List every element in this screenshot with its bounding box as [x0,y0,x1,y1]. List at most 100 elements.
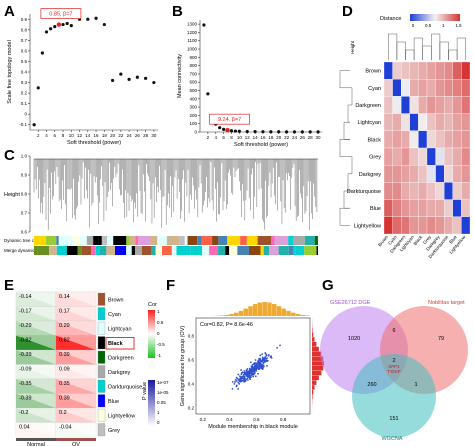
data-point [235,384,238,387]
module-color-segment [288,236,294,245]
data-point [237,387,240,390]
venn-count-only-gse: 1020 [348,336,360,342]
data-point [40,51,44,55]
cor-value: 0.17 [59,309,70,315]
data-point [245,374,248,377]
distance-legend-tick: 1.5 [455,23,462,28]
data-point [246,368,249,370]
module-color-segment [179,236,185,245]
data-point [240,373,243,376]
heatmap-cell [426,79,436,97]
panel-a-scatter: 2 4 6 8 10 12 14 16 18 20 22 24 26 28 30-0.100.10.20.3… [7,8,158,146]
y-histogram-bar [312,351,322,357]
cor-value: -0.2 [19,410,28,416]
data-point [237,129,241,133]
data-point [238,375,241,378]
data-point [32,123,36,127]
data-point [240,369,243,371]
y-histogram-bar [312,366,324,371]
heatmap-cell [461,199,471,217]
cor-value: -0.29 [19,323,32,329]
x-histogram-bar [243,308,248,316]
pvalue-legend-title: P value [142,382,148,400]
x-tick-label: 24 [127,133,133,138]
module-color-segment [292,246,296,255]
data-point [251,363,254,366]
cor-legend-tick: -1 [157,353,161,358]
data-point [237,373,240,376]
track-label-merge: Merge dynamic [4,248,36,253]
module-color-segment [304,246,317,255]
data-point [238,382,241,385]
data-point [264,356,266,359]
module-swatch [97,394,106,408]
heatmap-cell [444,147,453,166]
pvalue-triangle [56,364,96,379]
heatmap-cell [392,130,402,149]
heatmap-cell [452,182,462,200]
cor-value: -0.35 [19,381,32,387]
module-color-segment [229,246,238,255]
heatmap-cell [435,147,445,166]
y-tick-label: 0 [24,112,27,117]
pvalue-triangle [56,379,96,394]
heatmap-cell [401,61,410,80]
module-color-segment [86,236,94,245]
y-tick-label: 0.1 [21,101,28,106]
cor-value: 0.35 [59,381,70,387]
module-color-segment [274,236,289,245]
data-point [234,378,237,381]
data-point [256,362,259,364]
module-color-segment [257,236,272,245]
y-histogram-bar [312,342,317,347]
data-point [254,375,257,378]
module-color-segment [187,236,198,245]
data-point [253,362,256,364]
heatmap-cell [426,182,436,200]
heatmap-cell [383,96,393,114]
module-label: Darkgreen [108,355,134,361]
module-color-segment [157,236,167,245]
y-axis-label: Mean connectivity [177,54,183,98]
cor-legend-tick: 1 [157,309,160,314]
data-point [241,379,244,382]
trait-col-label: OV [72,442,80,447]
x-axis-label: Module membership in black module [208,424,298,430]
heatmap-cell [461,182,471,200]
x-tick-label: 8 [230,135,233,140]
cor-value: -0.17 [19,309,32,315]
x-tick-label: 24 [292,135,298,140]
venn-count-all: 2 [392,358,395,364]
heatmap-dendro-label: Height [350,40,355,54]
y-tick-label: 400 [189,96,197,101]
y-tick-label: 300 [189,105,197,110]
cor-value: 0.09 [59,367,70,373]
data-point [277,130,281,134]
module-label: Grey [108,428,120,434]
heatmap-cell [452,61,462,80]
module-swatch [97,292,106,306]
heatmap-cell [435,165,445,183]
x-histogram-bar [234,312,239,316]
module-color-segment [201,236,213,245]
pvalue-triangle [16,379,56,394]
heatmap-row-label: Cyan [368,86,381,92]
x-histogram-bar [229,314,234,316]
data-point [53,25,57,29]
data-point [135,75,139,79]
y-histogram-bar [312,385,315,390]
module-color-segment [141,246,151,255]
data-point [252,368,255,370]
data-point [144,76,148,80]
x-histogram-bar [295,314,301,316]
heatmap-cell [426,147,436,166]
venn-count-only-target: 79 [438,336,444,342]
y-tick-label: 0.2 [21,91,28,96]
data-point [86,17,90,21]
heatmap-cell [409,199,419,217]
dendro-y-tick-label: 1.0 [21,154,28,159]
data-point [241,371,244,374]
y-axis-label: Scale free topology model [7,40,13,104]
heatmap-col-label: Black [413,234,424,246]
heatmap-cell [401,182,410,200]
